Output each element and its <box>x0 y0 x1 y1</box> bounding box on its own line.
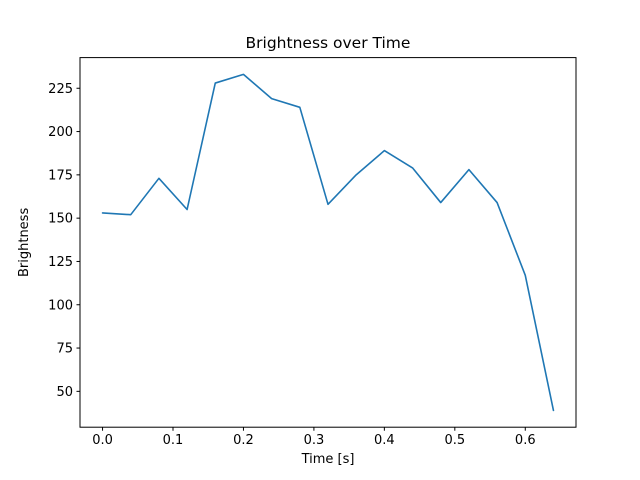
y-tick-label: 225 <box>48 82 73 97</box>
y-tick-label: 125 <box>48 255 73 270</box>
plot-frame <box>79 57 577 428</box>
y-tick-label: 175 <box>48 168 73 183</box>
x-tick-label: 0.1 <box>163 433 184 448</box>
x-axis-ticks: 0.0 0.1 0.2 0.3 0.4 0.5 0.6 <box>92 427 536 448</box>
y-axis-ticks: 50 75 100 125 150 175 200 225 <box>48 82 80 400</box>
plot-area <box>80 57 576 428</box>
x-tick-label: 0.2 <box>233 433 254 448</box>
x-tick-label: 0.0 <box>92 433 113 448</box>
x-tick-label: 0.5 <box>444 433 465 448</box>
y-tick-label: 200 <box>48 125 73 140</box>
y-tick-label: 50 <box>56 385 73 400</box>
x-axis-label: Time [s] <box>301 452 355 467</box>
y-tick-label: 75 <box>56 342 73 357</box>
x-tick-label: 0.6 <box>515 433 536 448</box>
chart-title: Brightness over Time <box>246 34 411 52</box>
y-tick-label: 100 <box>48 298 73 313</box>
y-tick-label: 150 <box>48 212 73 227</box>
data-series-line <box>101 73 555 412</box>
x-tick-label: 0.3 <box>304 433 325 448</box>
x-tick-label: 0.4 <box>374 433 395 448</box>
y-axis-label: Brightness <box>17 208 32 277</box>
